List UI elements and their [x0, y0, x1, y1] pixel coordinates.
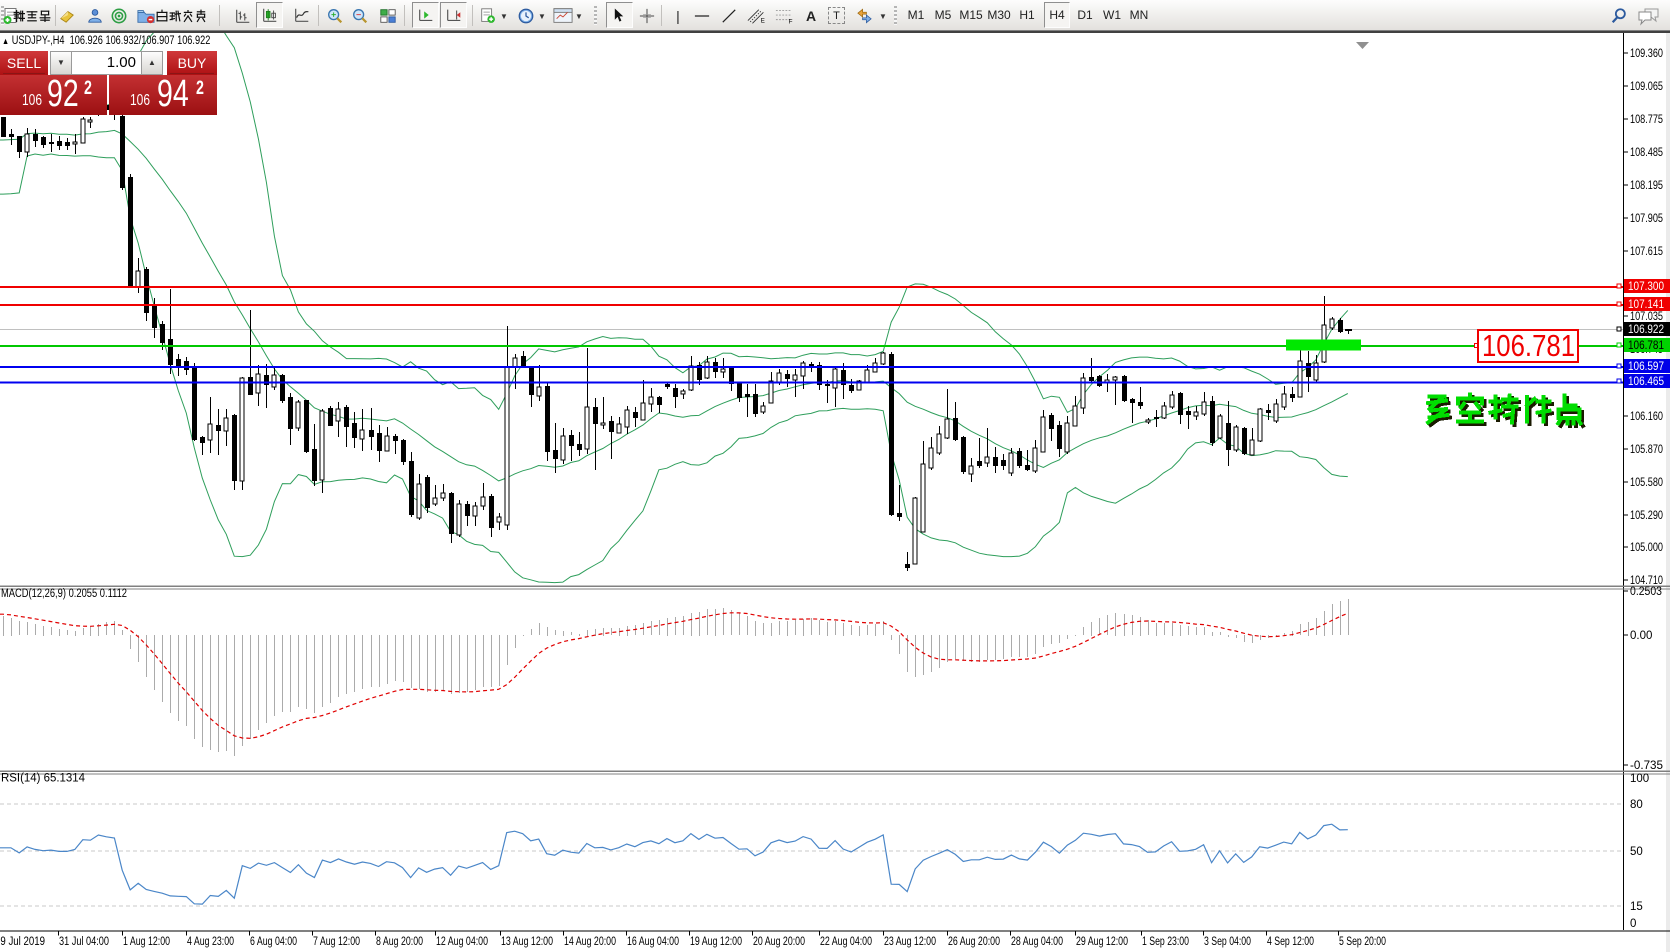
- svg-text:8 Aug 20:00: 8 Aug 20:00: [376, 936, 423, 948]
- svg-text:106.781: 106.781: [1628, 340, 1664, 352]
- svg-text:F: F: [789, 19, 793, 26]
- svg-text:29 Jul 2019: 29 Jul 2019: [0, 936, 45, 948]
- svg-text:22 Aug 04:00: 22 Aug 04:00: [820, 936, 872, 948]
- svg-text:80: 80: [1630, 799, 1643, 811]
- svg-text:108.775: 108.775: [1630, 114, 1663, 126]
- svg-text:108.195: 108.195: [1630, 180, 1663, 192]
- svg-text:107.141: 107.141: [1628, 299, 1664, 311]
- svg-text:26 Aug 20:00: 26 Aug 20:00: [948, 936, 1000, 948]
- svg-text:E: E: [761, 17, 765, 24]
- svg-text:6 Aug 04:00: 6 Aug 04:00: [250, 936, 297, 948]
- svg-text:20 Aug 20:00: 20 Aug 20:00: [753, 936, 805, 948]
- svg-text:107.905: 107.905: [1630, 213, 1663, 225]
- svg-text:0: 0: [1630, 918, 1636, 930]
- svg-text:105.290: 105.290: [1630, 510, 1663, 522]
- svg-text:3 Sep 04:00: 3 Sep 04:00: [1204, 936, 1251, 948]
- svg-text:105.000: 105.000: [1630, 542, 1663, 554]
- svg-text:106.597: 106.597: [1628, 361, 1664, 373]
- svg-text:1 Aug 12:00: 1 Aug 12:00: [123, 936, 170, 948]
- svg-text:16 Aug 04:00: 16 Aug 04:00: [627, 936, 679, 948]
- svg-text:104.710: 104.710: [1630, 575, 1663, 587]
- svg-text:106.922: 106.922: [1628, 324, 1664, 336]
- svg-text:28 Aug 04:00: 28 Aug 04:00: [1011, 936, 1063, 948]
- svg-text:100: 100: [1630, 773, 1649, 785]
- svg-text:13 Aug 12:00: 13 Aug 12:00: [501, 936, 553, 948]
- svg-text:107.300: 107.300: [1628, 281, 1664, 293]
- svg-text:29 Aug 12:00: 29 Aug 12:00: [1076, 936, 1128, 948]
- svg-text:105.580: 105.580: [1630, 477, 1663, 489]
- svg-text:MACD(12,26,9) 0.2055 0.1112: MACD(12,26,9) 0.2055 0.1112: [1, 588, 127, 600]
- svg-text:107.035: 107.035: [1630, 311, 1663, 323]
- svg-text:5 Sep 20:00: 5 Sep 20:00: [1339, 936, 1386, 948]
- svg-text:106.160: 106.160: [1630, 411, 1663, 423]
- svg-text:50: 50: [1630, 846, 1643, 858]
- svg-text:105.870: 105.870: [1630, 444, 1663, 456]
- svg-text:106.781: 106.781: [1482, 328, 1575, 363]
- svg-text:109.065: 109.065: [1630, 81, 1663, 93]
- svg-text:107.615: 107.615: [1630, 246, 1663, 258]
- svg-text:4 Aug 23:00: 4 Aug 23:00: [187, 936, 234, 948]
- svg-text:RSI(14) 65.1314: RSI(14) 65.1314: [1, 773, 86, 785]
- svg-text:106.465: 106.465: [1628, 376, 1664, 388]
- svg-text:0.00: 0.00: [1630, 630, 1652, 642]
- svg-text:15: 15: [1630, 901, 1643, 913]
- svg-text:7 Aug 12:00: 7 Aug 12:00: [313, 936, 360, 948]
- svg-text:19 Aug 12:00: 19 Aug 12:00: [690, 936, 742, 948]
- svg-text:12 Aug 04:00: 12 Aug 04:00: [436, 936, 488, 948]
- svg-text:4 Sep 12:00: 4 Sep 12:00: [1267, 936, 1314, 948]
- svg-text:1 Sep 23:00: 1 Sep 23:00: [1142, 936, 1189, 948]
- svg-text:31 Jul 04:00: 31 Jul 04:00: [59, 936, 109, 948]
- svg-text:109.360: 109.360: [1630, 48, 1663, 60]
- svg-text:0.2503: 0.2503: [1630, 586, 1662, 598]
- svg-text:14 Aug 20:00: 14 Aug 20:00: [564, 936, 616, 948]
- svg-text:108.485: 108.485: [1630, 147, 1663, 159]
- svg-text:23 Aug 12:00: 23 Aug 12:00: [884, 936, 936, 948]
- svg-text:-0.735: -0.735: [1630, 760, 1663, 772]
